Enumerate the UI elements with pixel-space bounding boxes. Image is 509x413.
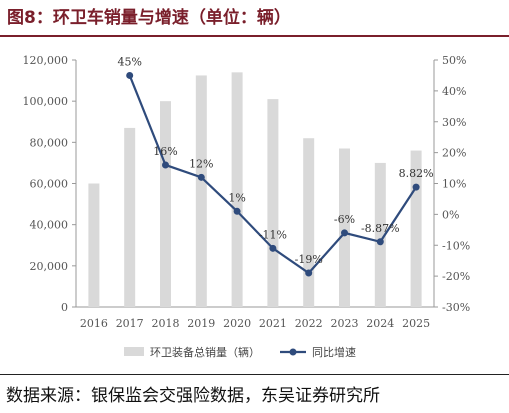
x-tick-label: 2016	[80, 317, 108, 330]
legend-bar-label: 环卫装备总销量（辆）	[150, 345, 260, 359]
growth-data-label: -19%	[295, 253, 323, 266]
growth-point	[197, 173, 205, 181]
right-tick-label: -30%	[442, 301, 470, 314]
growth-point	[376, 238, 384, 246]
right-tick-label: 50%	[442, 54, 466, 67]
bar	[160, 101, 171, 308]
bar	[303, 138, 315, 307]
x-tick-label: 2021	[259, 317, 287, 330]
left-tick-label: 100,000	[23, 95, 69, 108]
growth-point	[162, 161, 169, 169]
growth-data-label: -11%	[259, 228, 287, 241]
growth-point	[126, 71, 134, 79]
left-tick-label: 20,000	[30, 260, 69, 273]
growth-point	[305, 269, 313, 277]
right-tick-label: 30%	[442, 116, 466, 129]
bar	[374, 162, 386, 307]
x-tick-label: 2018	[152, 317, 180, 330]
legend-line-marker	[289, 348, 297, 356]
legend-bar-swatch	[124, 347, 144, 356]
bar	[195, 75, 207, 307]
bar	[410, 150, 422, 307]
bar	[88, 183, 100, 307]
growth-data-label: 45%	[117, 55, 141, 68]
right-tick-label: 10%	[442, 178, 466, 191]
right-tick-label: -20%	[442, 270, 470, 283]
x-tick-label: 2024	[366, 317, 394, 330]
figure-title: 图8：环卫车销量与增速（单位：辆）	[7, 8, 291, 28]
title-rule	[0, 35, 509, 37]
bar	[339, 148, 350, 307]
growth-point	[341, 229, 348, 237]
right-tick-label: 0%	[442, 208, 459, 221]
growth-data-label: -6%	[334, 213, 355, 226]
left-tick-label: 0	[61, 301, 68, 314]
right-tick-label: 40%	[442, 85, 466, 98]
legend-line-label: 同比增速	[312, 345, 356, 359]
growth-data-label: 12%	[189, 157, 213, 170]
x-tick-label: 2020	[223, 317, 251, 330]
growth-data-label: 16%	[153, 145, 177, 158]
growth-point	[233, 207, 241, 215]
bar	[124, 127, 136, 307]
x-tick-label: 2022	[295, 317, 323, 330]
right-tick-label: -10%	[442, 239, 470, 252]
growth-data-label: -8.87%	[361, 222, 400, 235]
bar	[231, 72, 243, 307]
x-tick-label: 2019	[187, 317, 215, 330]
left-tick-label: 120,000	[23, 54, 69, 67]
left-tick-label: 80,000	[30, 136, 69, 149]
growth-point	[269, 244, 277, 252]
right-tick-label: 20%	[442, 147, 466, 160]
left-tick-label: 60,000	[30, 178, 69, 191]
x-tick-label: 2025	[402, 317, 430, 330]
source-note: 数据来源：银保监会交强险数据，东吴证券研究所	[6, 386, 380, 406]
bar	[267, 99, 279, 307]
left-tick-label: 40,000	[30, 219, 69, 232]
source-rule	[0, 374, 509, 375]
x-tick-label: 2023	[331, 317, 359, 330]
chart: 0 20,000 40,000 60,000 80,000 100,000 120,000 -…	[23, 54, 471, 359]
growth-data-label: 1%	[228, 191, 245, 204]
growth-data-label: 8.82%	[399, 167, 434, 180]
growth-point	[412, 183, 420, 191]
x-tick-label: 2017	[116, 317, 144, 330]
